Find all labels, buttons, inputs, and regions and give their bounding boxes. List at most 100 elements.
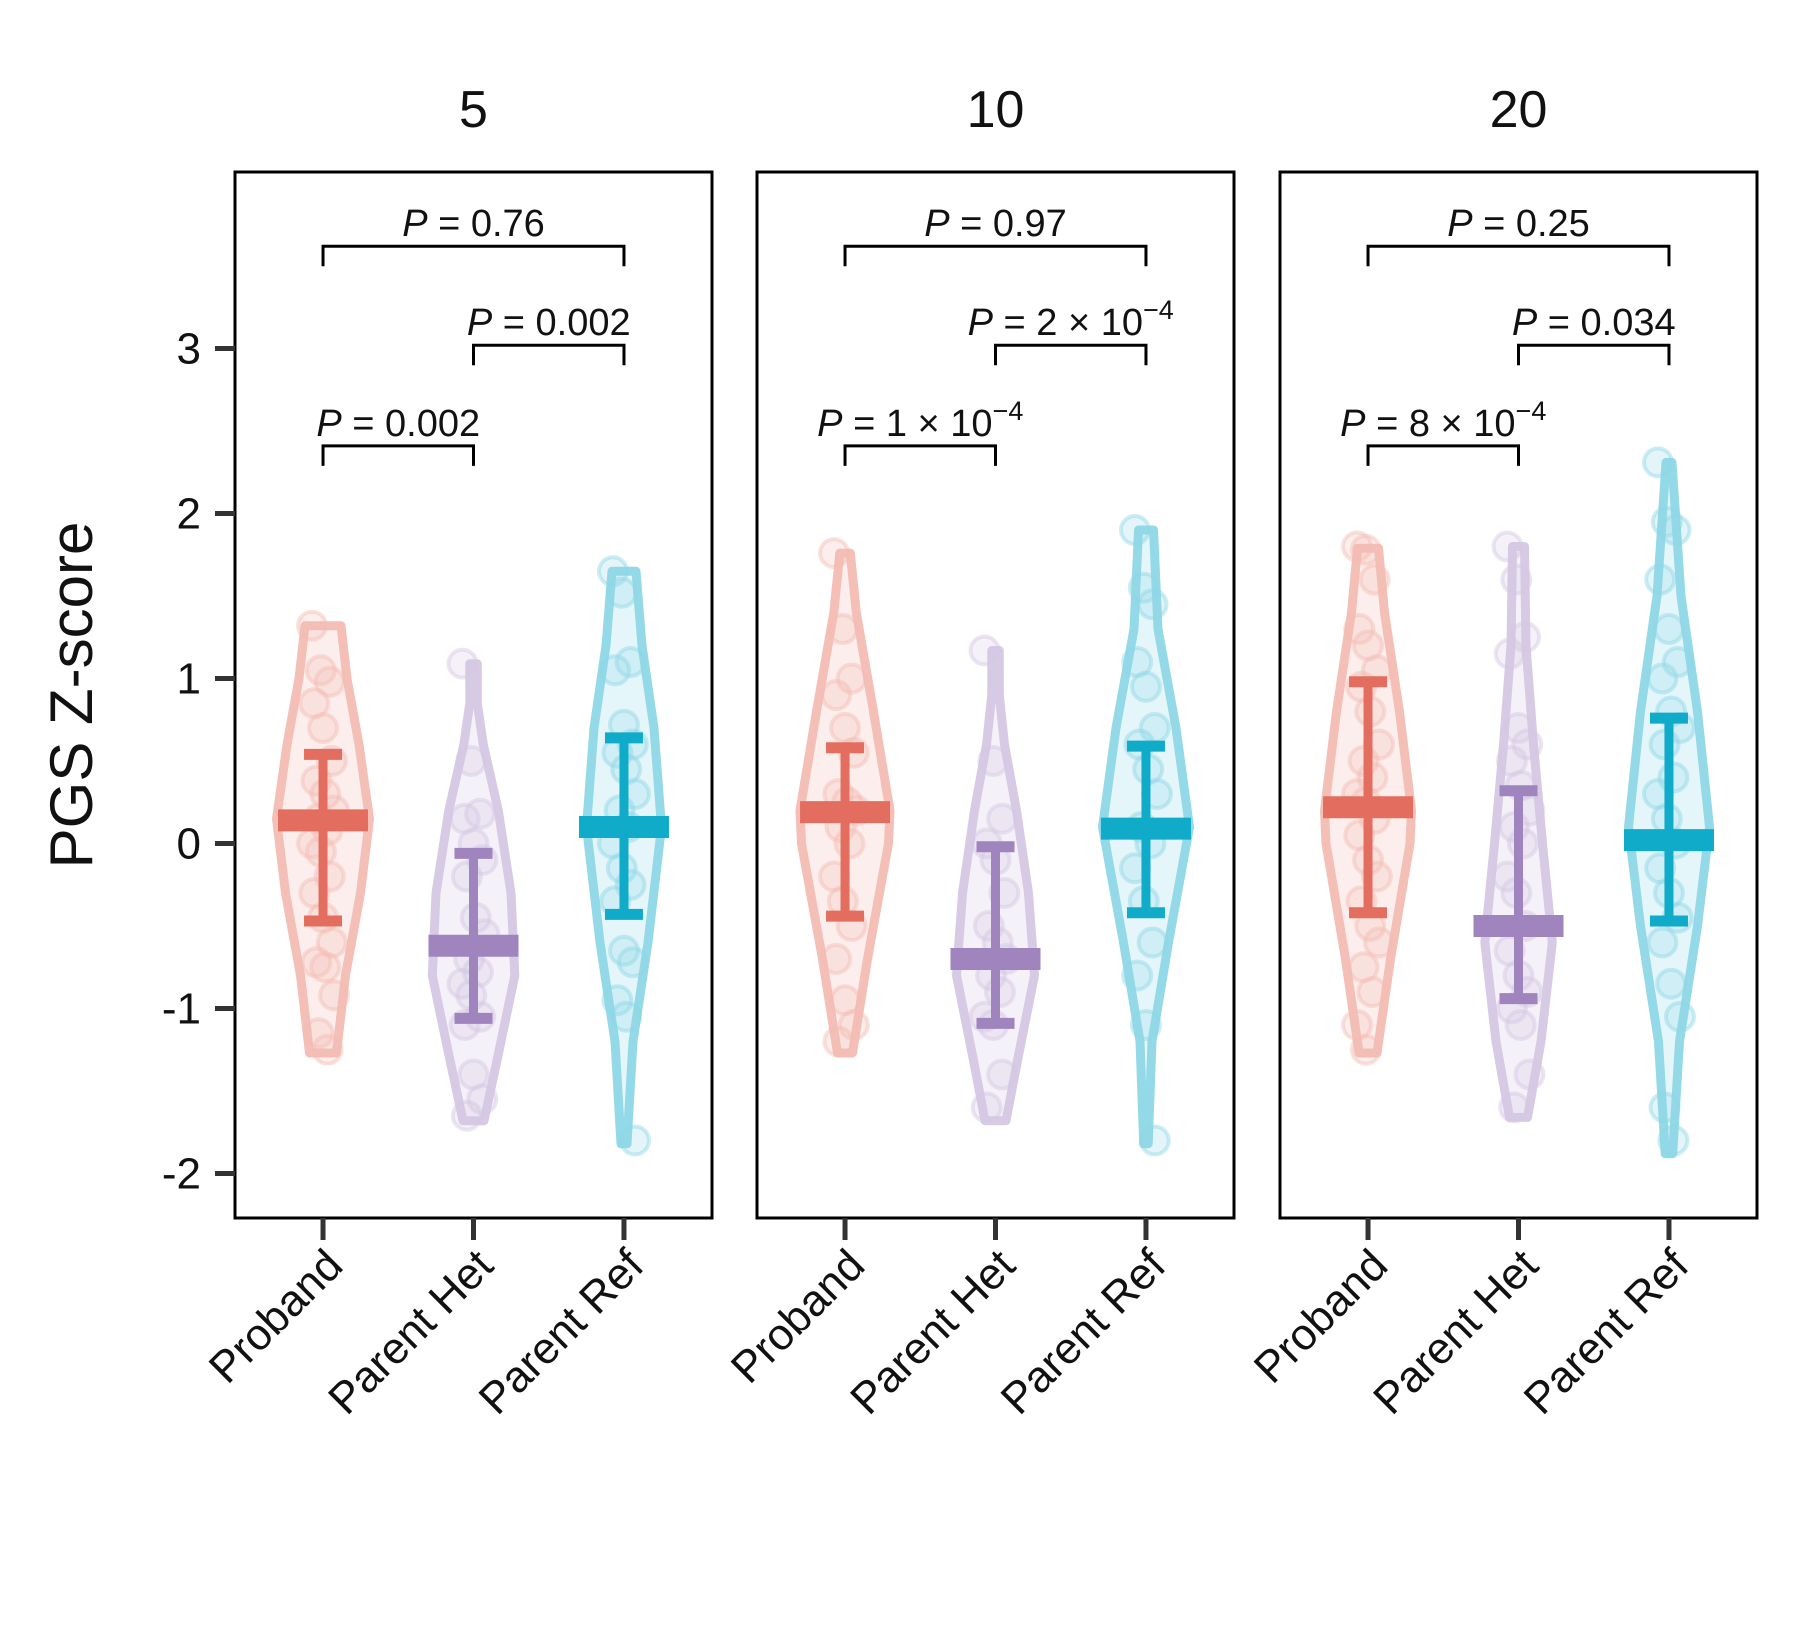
data-point: [1129, 670, 1162, 703]
data-point: [1358, 563, 1391, 596]
data-point: [1129, 1008, 1162, 1041]
data-point: [313, 665, 346, 698]
y-tick-label: 0: [177, 819, 201, 868]
x-tick-label: Parent Ref: [470, 1240, 654, 1424]
data-point: [968, 634, 1001, 667]
data-point: [307, 711, 340, 744]
data-point: [970, 1091, 1003, 1124]
p-value-label: P = 1 × 10−4: [817, 396, 1023, 445]
data-point: [1341, 530, 1374, 563]
data-point: [1341, 1008, 1374, 1041]
data-point: [1347, 951, 1380, 984]
bracket-line: [1517, 343, 1671, 366]
data-point: [1118, 514, 1151, 547]
significance-bracket: P = 0.002: [316, 403, 480, 466]
data-point: [1495, 744, 1528, 777]
violin-group: [578, 555, 669, 1157]
p-value-label: P = 0.034: [1512, 302, 1676, 344]
x-tick-label: Parent Het: [319, 1240, 502, 1423]
data-point: [1641, 446, 1674, 479]
data-point: [1491, 530, 1524, 563]
data-point: [1511, 728, 1544, 761]
p-value-label: P = 0.002: [316, 403, 480, 445]
significance-bracket: P = 1 × 10−4: [817, 396, 1023, 466]
data-point: [1648, 1091, 1681, 1124]
violin-group: [795, 537, 895, 1058]
x-tick-label: Proband: [200, 1240, 352, 1392]
x-tick-label: Parent Ref: [992, 1240, 1176, 1424]
data-point: [818, 537, 851, 570]
violin-group: [1473, 530, 1564, 1124]
y-axis-label: PGS Z-score: [38, 522, 105, 869]
data-point: [300, 946, 333, 979]
data-point: [610, 1000, 643, 1033]
y-tick-label: 3: [177, 325, 201, 374]
data-point: [1493, 637, 1526, 670]
data-point: [1498, 1091, 1531, 1124]
data-point: [1650, 505, 1683, 538]
data-point: [601, 984, 634, 1017]
violin-group: [1098, 514, 1194, 1157]
data-point: [309, 951, 342, 984]
data-point: [826, 613, 859, 646]
data-point: [1652, 613, 1685, 646]
data-point: [607, 934, 640, 967]
bracket-line: [472, 343, 626, 366]
data-point: [599, 654, 632, 687]
x-tick-label: Parent Het: [1364, 1240, 1547, 1423]
data-point: [1343, 613, 1376, 646]
data-point: [1502, 711, 1535, 744]
data-point: [304, 654, 337, 687]
data-point: [296, 609, 329, 642]
y-tick-label: -1: [162, 984, 201, 1033]
panel-title: 10: [967, 81, 1025, 139]
violin-group: [427, 647, 520, 1132]
data-point: [1356, 975, 1389, 1008]
significance-bracket: P = 0.76: [321, 203, 626, 267]
data-point: [1504, 1008, 1537, 1041]
data-point: [977, 744, 1010, 777]
data-point: [1513, 1058, 1546, 1091]
panel-title: 20: [1490, 81, 1548, 139]
data-point: [311, 1033, 344, 1066]
panel-title: 5: [459, 81, 488, 139]
data-point: [616, 946, 649, 979]
data-point: [1349, 533, 1382, 566]
bracket-line: [843, 244, 1148, 267]
data-point: [1663, 1000, 1696, 1033]
data-point: [1659, 514, 1692, 547]
data-point: [1500, 563, 1533, 596]
significance-bracket: P = 0.97: [843, 203, 1148, 267]
x-tick-label: Parent Het: [841, 1240, 1024, 1423]
x-tick-label: Parent Ref: [1515, 1240, 1699, 1424]
data-point: [1655, 967, 1688, 1000]
bracket-line: [994, 343, 1148, 366]
data-point: [614, 646, 647, 679]
data-point: [618, 1124, 651, 1157]
data-point: [457, 1058, 490, 1091]
violin-group: [1623, 446, 1714, 1159]
p-value-label: P = 0.25: [1447, 203, 1590, 245]
p-value-label: P = 0.002: [467, 302, 631, 344]
data-point: [822, 1025, 855, 1058]
data-point: [464, 797, 497, 830]
y-tick-label: 2: [177, 490, 201, 539]
data-point: [1136, 926, 1169, 959]
data-point: [837, 1008, 870, 1041]
violin-group: [950, 634, 1041, 1126]
data-point: [466, 1083, 499, 1116]
data-point: [986, 1058, 1019, 1091]
x-tick-label: Proband: [1245, 1240, 1397, 1392]
data-point: [455, 744, 488, 777]
data-point: [820, 679, 853, 711]
p-value-label: P = 0.76: [402, 203, 545, 245]
data-point: [1646, 662, 1679, 695]
data-point: [1349, 1033, 1382, 1066]
data-point: [986, 802, 1019, 835]
data-point: [1644, 563, 1677, 596]
data-point: [1363, 926, 1396, 959]
data-point: [1657, 1124, 1690, 1157]
data-point: [605, 576, 638, 609]
